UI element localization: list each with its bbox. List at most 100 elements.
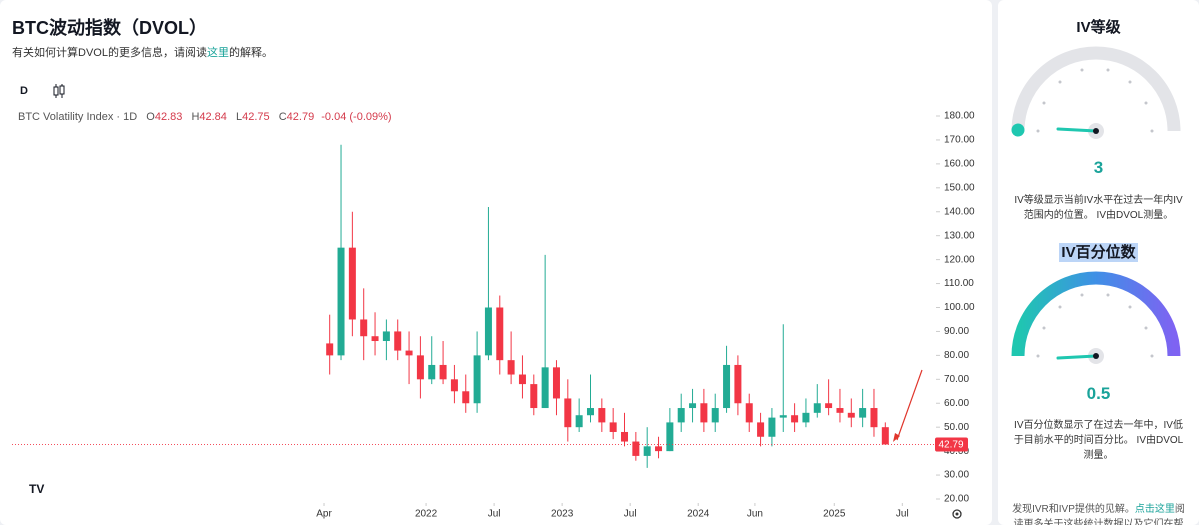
footer-note: 发现IVR和IVP提供的见解。点击这里阅读更多关于这些统计数据以及它们在帮助您 bbox=[998, 502, 1199, 525]
chart: TV 20.0030.0040.0050.0060.0070.0080.0090… bbox=[12, 111, 975, 520]
candle-body bbox=[337, 247, 345, 356]
y-tick-label: 80.00 bbox=[944, 350, 969, 361]
y-tick-label: 170.00 bbox=[944, 135, 975, 146]
gauge-indicator bbox=[1011, 123, 1025, 137]
percentile-gauge bbox=[1011, 271, 1181, 364]
candle-body bbox=[348, 247, 356, 320]
subtitle-text: 的解释。 bbox=[228, 47, 273, 59]
candle-body bbox=[700, 403, 708, 423]
candle-body bbox=[473, 355, 481, 404]
chart-type-button[interactable] bbox=[52, 83, 66, 99]
legend-key: C bbox=[278, 111, 287, 123]
candle-body bbox=[326, 343, 334, 356]
last-price-box bbox=[935, 437, 968, 452]
candle-body bbox=[405, 350, 413, 356]
settings-icon[interactable] bbox=[952, 509, 962, 519]
gauge-needle bbox=[1056, 354, 1098, 360]
candle-body bbox=[859, 408, 867, 418]
y-tick-label: 70.00 bbox=[944, 374, 969, 385]
y-tick-label: 150.00 bbox=[944, 182, 975, 193]
gauge-needle bbox=[1056, 127, 1098, 133]
x-tick-label: Jul bbox=[896, 509, 909, 520]
legend-key: H bbox=[191, 111, 200, 123]
x-tick-label: Jul bbox=[488, 509, 501, 520]
legend-key: O bbox=[146, 111, 155, 123]
candle-body bbox=[586, 408, 594, 416]
candle-body bbox=[530, 384, 538, 409]
percentile-description: IV百分位数显示了在过去一年中，IV低于目前水平的时间百分比。 IV由DVOL测… bbox=[1013, 420, 1184, 461]
rank-title: IV等级 bbox=[1076, 19, 1121, 36]
candle-body bbox=[575, 415, 583, 428]
candle-body bbox=[360, 319, 368, 337]
x-tick-label: 2024 bbox=[687, 509, 710, 520]
y-tick-label: 50.00 bbox=[944, 422, 969, 433]
gauge-dots bbox=[1036, 68, 1154, 133]
candle-body bbox=[394, 331, 402, 351]
candle-body bbox=[711, 408, 719, 423]
x-tick-label: Apr bbox=[316, 509, 332, 520]
y-tick-label: 130.00 bbox=[944, 230, 975, 241]
x-tick-label: Jun bbox=[747, 509, 763, 520]
y-tick-label: 60.00 bbox=[944, 398, 969, 409]
candle-body bbox=[881, 427, 889, 445]
subtitle-text: 有关如何计算DVOL的更多信息，请阅读 bbox=[12, 47, 207, 59]
interval-button[interactable]: D bbox=[20, 85, 28, 97]
page-title: BTC波动指数（DVOL） bbox=[12, 18, 207, 38]
y-tick-label: 100.00 bbox=[944, 302, 975, 313]
legend-change: -0.04 (-0.09%) bbox=[321, 111, 392, 123]
legend-key: L bbox=[235, 111, 243, 123]
side-panel: IV等级 3 IV等级显示当前IV水平在过去一年内IV范围内的位置。 IV由DV… bbox=[998, 0, 1199, 525]
subtitle-link[interactable]: 这里 bbox=[206, 47, 229, 59]
candle-body bbox=[507, 360, 515, 375]
candle-body bbox=[621, 431, 629, 442]
candle-body bbox=[496, 307, 504, 361]
subtitle: 有关如何计算DVOL的更多信息，请阅读这里的解释。 bbox=[12, 44, 273, 60]
last-price-label: 42.79 bbox=[938, 440, 963, 451]
rank-gauge bbox=[1011, 46, 1181, 139]
tv-logo[interactable]: TV bbox=[29, 482, 44, 496]
candle-body bbox=[802, 412, 810, 423]
candle-body bbox=[779, 415, 787, 418]
candle-body bbox=[825, 403, 833, 409]
y-tick-label: 180.00 bbox=[944, 111, 975, 122]
percentile-title-text: IV百分位数 bbox=[1059, 243, 1138, 262]
y-tick-label: 160.00 bbox=[944, 159, 975, 170]
candle-body bbox=[382, 331, 390, 342]
candle-body bbox=[847, 412, 855, 418]
footer-link[interactable]: 点击这里 bbox=[1134, 504, 1175, 515]
legend-value: 42.79 bbox=[286, 111, 315, 123]
rank-value: 3 bbox=[1093, 158, 1104, 177]
candle-body bbox=[745, 403, 753, 423]
candle-body bbox=[428, 364, 436, 380]
candle-body bbox=[813, 403, 821, 413]
y-tick-label: 110.00 bbox=[944, 278, 974, 289]
x-tick-label: 2022 bbox=[415, 509, 438, 520]
x-tick-label: 2023 bbox=[551, 509, 574, 520]
gauge-dots bbox=[1036, 293, 1154, 358]
candle-body bbox=[836, 408, 844, 413]
footer-text: 阅读更多关于这些统计数据以及它们在帮助您 bbox=[1013, 504, 1185, 525]
candle-body bbox=[689, 403, 697, 409]
annotation-arrow bbox=[896, 369, 923, 441]
x-tick-label: Jul bbox=[624, 509, 637, 520]
y-tick-label: 120.00 bbox=[944, 254, 975, 265]
x-tick-label: 2025 bbox=[823, 509, 846, 520]
candle-body bbox=[484, 307, 492, 356]
candle-body bbox=[462, 391, 470, 404]
y-tick-label: 90.00 bbox=[944, 326, 969, 337]
candle-body bbox=[655, 446, 663, 452]
candle-body bbox=[541, 367, 549, 409]
candle-body bbox=[791, 415, 799, 423]
legend-value: 42.84 bbox=[199, 111, 227, 123]
chart-panel: TV 20.0030.0040.0050.0060.0070.0080.0090… bbox=[0, 0, 992, 525]
annotation-arrowhead bbox=[893, 433, 900, 442]
candle-body bbox=[450, 379, 458, 392]
candle-body bbox=[518, 374, 526, 385]
candle-body bbox=[416, 355, 424, 380]
percentile-value: 0.5 bbox=[1086, 384, 1111, 403]
legend-name: BTC Volatility Index · 1D bbox=[18, 111, 138, 123]
candle-body bbox=[870, 408, 878, 428]
candle-body bbox=[677, 408, 685, 423]
legend-value: 42.83 bbox=[154, 111, 183, 123]
